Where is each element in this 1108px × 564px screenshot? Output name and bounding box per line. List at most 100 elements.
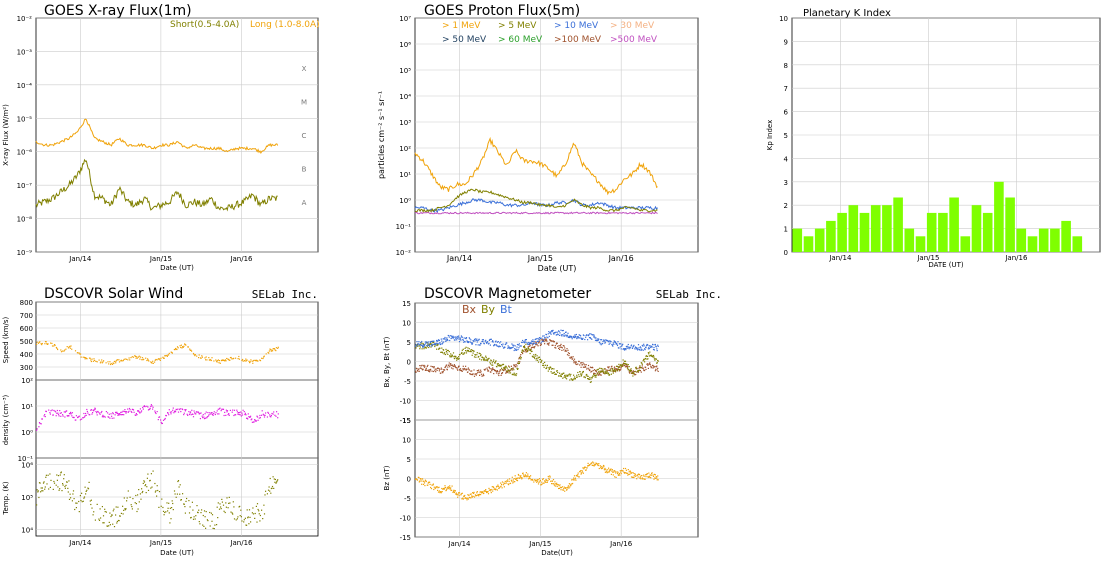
solarwind-temp-points-point: [45, 476, 47, 478]
magnetometer-bt-points-point: [557, 334, 559, 336]
magnetometer-bz-points-point: [529, 476, 531, 478]
magnetometer-by-points-point: [551, 368, 553, 370]
solarwind-temp-points-point: [271, 487, 273, 489]
solarwind-speed-points-point: [271, 349, 273, 351]
solarwind-density-points-point: [179, 409, 181, 411]
solarwind-temp-points-point: [62, 483, 64, 485]
magnetometer-bt-points-point: [583, 334, 585, 337]
magnetometer-bz-points-point: [654, 474, 656, 476]
proton-y-tick-6: 10⁴: [399, 93, 411, 101]
magnetometer-by-points-point: [421, 342, 423, 344]
magnetometer-bz-points-point: [598, 467, 600, 470]
magnetometer-by-points-point: [587, 375, 589, 377]
magnetometer-bz-points-point: [623, 467, 625, 470]
magnetometer-bt-points-point: [564, 334, 566, 336]
magnetometer-by-points-point: [523, 346, 525, 348]
kp-bar: [814, 228, 825, 252]
solarwind-density-points-point: [265, 412, 267, 414]
solarwind-speed-points-point: [189, 348, 191, 350]
solarwind-density-points-point: [139, 412, 141, 414]
magnetometer-bt-points-point: [466, 340, 468, 342]
magnetometer-bt-points-point: [451, 335, 453, 337]
magnetometer-bz-points-point: [628, 473, 630, 475]
magnetometer-bz-points-point: [618, 473, 620, 476]
magnetometer-y-tick-1-2: -5: [404, 495, 411, 503]
magnetometer-bx-points-point: [529, 345, 531, 347]
solarwind-density-points-point: [150, 404, 152, 406]
solarwind-temp-points-point: [113, 526, 116, 528]
magnetometer-bz-points-point: [627, 469, 629, 471]
magnetometer-bt-points-point: [444, 338, 446, 340]
magnetometer-bt-points-point: [592, 334, 594, 336]
magnetometer-bx-points-point: [548, 344, 550, 346]
magnetometer-bx-points-point: [427, 369, 429, 372]
solarwind-temp-points-point: [263, 504, 265, 506]
magnetometer-bz-points-point: [617, 471, 619, 473]
magnetometer-bx-points-point: [429, 371, 431, 373]
magnetometer-bz-points-point: [467, 498, 469, 500]
solarwind-temp-points-point: [179, 484, 181, 486]
magnetometer-x-tick-1: Jan/15: [528, 540, 551, 548]
magnetometer-bt-points-point: [473, 340, 475, 342]
magnetometer-bz-points-point: [506, 480, 508, 482]
magnetometer-bx-points-point: [567, 349, 569, 351]
magnetometer-bx-points-point: [635, 373, 637, 376]
solarwind-temp-points-point: [93, 511, 95, 513]
solarwind-speed-points-point: [36, 343, 38, 345]
magnetometer-bt-points-point: [503, 347, 505, 349]
solarwind-density-points-point: [60, 412, 62, 414]
solarwind-density-points-point: [250, 419, 252, 421]
magnetometer-bx-points-point: [496, 370, 498, 372]
magnetometer-bt-points-point: [626, 347, 628, 349]
magnetometer-bt-points-point: [609, 342, 611, 344]
solarwind-temp-points-point: [47, 474, 49, 476]
magnetometer-by-points-point: [518, 362, 520, 364]
magnetometer-bt-points-point: [562, 329, 564, 332]
solarwind-temp-points-point: [277, 479, 279, 481]
magnetometer-by-points-point: [629, 369, 631, 372]
magnetometer-bx-points-point: [527, 346, 529, 348]
solarwind-density-points-point: [87, 412, 89, 414]
magnetometer-bx-points-point: [554, 347, 556, 349]
solarwind-temp-points-point: [192, 509, 194, 511]
magnetometer-bz-points-point: [648, 472, 650, 474]
solarwind-temp-points-point: [161, 498, 163, 500]
solarwind-speed-points-point: [152, 362, 154, 364]
solarwind-temp-points-point: [37, 491, 39, 493]
magnetometer-bt-points-point: [587, 339, 589, 341]
solarwind-temp-points-point: [246, 524, 248, 526]
magnetometer-bx-points-point: [595, 370, 597, 372]
solarwind-temp-y-tick-2: 10⁶: [21, 462, 33, 470]
proton-y-tick-3: 10¹: [399, 171, 411, 179]
magnetometer-by-points-point: [533, 356, 535, 358]
magnetometer-bx-points-point: [614, 366, 616, 368]
magnetometer-by-points-point: [612, 370, 614, 372]
magnetometer-by-points-point: [464, 347, 466, 349]
magnetometer-bz-points-point: [430, 486, 432, 489]
solarwind-speed-points-point: [166, 355, 168, 357]
proton-legend-item: > 10 MeV: [554, 21, 599, 31]
solarwind-temp-points-point: [219, 503, 221, 505]
solarwind-temp-points-point: [68, 480, 70, 482]
magnetometer-bz-points-point: [549, 475, 551, 477]
magnetometer-by-points-point: [501, 364, 503, 366]
magnetometer-bt-points-point: [485, 341, 487, 343]
magnetometer-bx-points-point: [634, 374, 636, 376]
magnetometer-bz-points-point: [511, 476, 513, 478]
magnetometer-bx-points-point: [641, 367, 643, 369]
magnetometer-y-tick-1-3: 0: [407, 476, 411, 484]
magnetometer-bz-points-point: [516, 480, 519, 482]
solarwind-speed-points-point: [229, 359, 231, 361]
solarwind-speed-points-point: [219, 360, 221, 362]
magnetometer-by-points-point: [557, 371, 559, 374]
solarwind-density-points-point: [36, 428, 38, 430]
magnetometer-bz-points-point: [613, 470, 615, 472]
magnetometer-bt-points-point: [570, 335, 572, 337]
magnetometer-bx-points-point: [611, 365, 613, 367]
magnetometer-bt-points-point: [440, 338, 442, 340]
solarwind-density-points-point: [184, 409, 186, 411]
magnetometer-bt-points-point: [559, 332, 561, 334]
magnetometer-bt-points-point: [641, 348, 643, 350]
magnetometer-bz-points-point: [432, 484, 434, 486]
kp-y-tick-0: 0: [784, 249, 788, 257]
